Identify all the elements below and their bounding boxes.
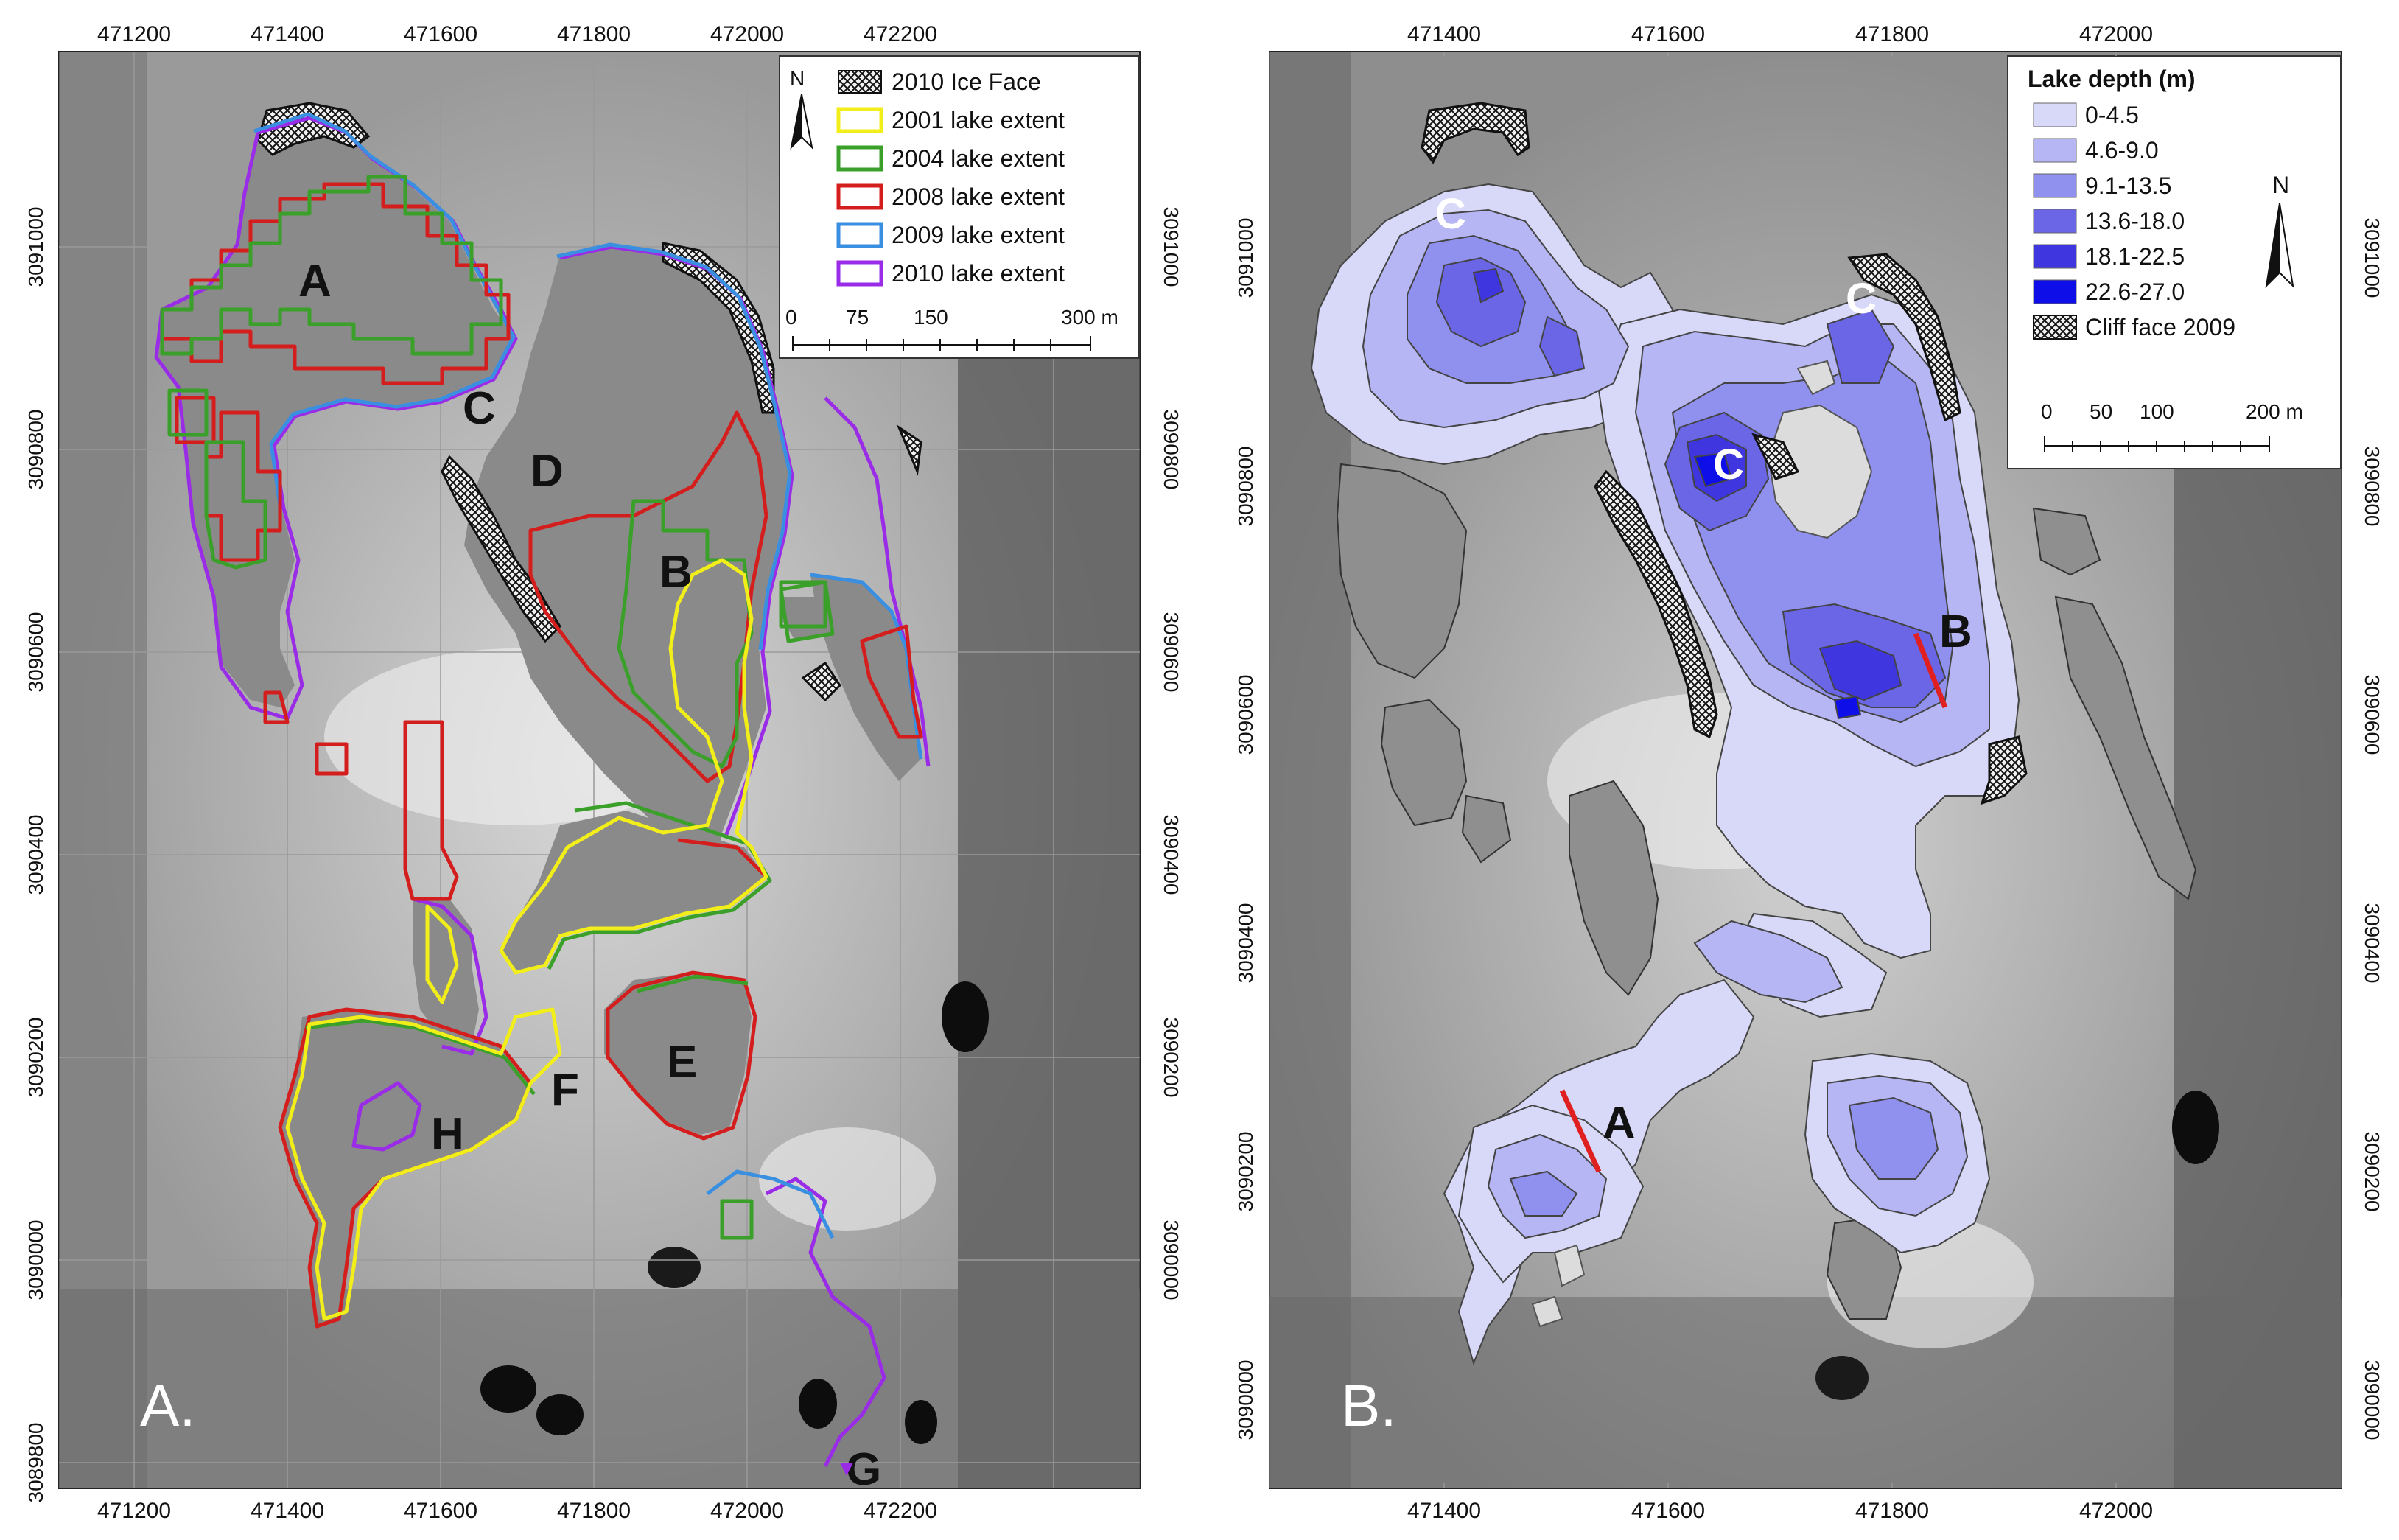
panel-b: C C C B A B. Lake depth (m) 0-4.5 4.6-9.… [1234, 22, 2384, 1523]
a-ytick-left-5: 3090000 [24, 1219, 47, 1300]
area-label-d: D [530, 446, 564, 497]
area-label-c: C [463, 383, 496, 434]
b-xtick-top-1: 471600 [1631, 22, 1705, 46]
a-xtick-bot-5: 472200 [864, 1499, 937, 1523]
legend-a-0: 2010 Ice Face [892, 69, 1041, 95]
a-xtick-top-5: 472200 [864, 22, 937, 46]
scale-b-3: 200 m [2246, 400, 2303, 423]
b-ytick-left-5: 3090000 [1234, 1359, 1257, 1440]
b-xtick-top-3: 472000 [2079, 22, 2153, 46]
scale-a-0: 0 [785, 306, 797, 329]
b-xtick-bot-1: 471600 [1631, 1499, 1705, 1523]
area-label-h: H [431, 1109, 464, 1160]
b-ytick-left-0: 3091000 [1234, 217, 1257, 298]
cliff-label-c-1: C [1435, 190, 1466, 238]
a-ytick-left-3: 3090400 [24, 814, 47, 895]
cliff-label-c-3: C [1713, 441, 1744, 489]
a-ytick-right-4: 3090200 [1160, 1017, 1183, 1097]
b-ytick-left-1: 3090800 [1234, 446, 1257, 526]
legend-b-0: 0-4.5 [2085, 102, 2139, 128]
b-xtick-bot-3: 472000 [2079, 1499, 2153, 1523]
panel-b-scale-bar [2044, 436, 2270, 452]
a-ytick-left-0: 3091000 [24, 206, 47, 287]
area-label-a: A [298, 256, 332, 307]
a-xtick-top-1: 471400 [251, 22, 324, 46]
legend-b-3: 13.6-18.0 [2085, 208, 2185, 234]
transect-a-line [1559, 1089, 1602, 1173]
a-ytick-right-0: 3091000 [1160, 206, 1183, 287]
a-xtick-top-2: 471600 [404, 22, 477, 46]
a-ytick-left-6: 3089800 [24, 1422, 47, 1502]
area-label-b: B [659, 547, 693, 598]
panel-a-label: A. [140, 1373, 196, 1438]
a-xtick-bot-2: 471600 [404, 1499, 477, 1523]
legend-b-1: 4.6-9.0 [2085, 137, 2159, 164]
transect-label-a: A [1603, 1098, 1636, 1149]
scale-b-0: 0 [2041, 400, 2053, 423]
north-arrow-icon: N [790, 67, 813, 150]
transect-label-b: B [1939, 606, 1972, 657]
b-xtick-top-0: 471400 [1407, 22, 1481, 46]
legend-b-title: Lake depth (m) [2028, 66, 2196, 92]
b-ytick-right-2: 3090600 [2361, 674, 2384, 755]
b-ytick-right-4: 3090200 [2361, 1131, 2384, 1211]
legend-b-2: 9.1-13.5 [2085, 172, 2171, 199]
scale-b-2: 100 [2140, 400, 2174, 423]
area-label-f: F [551, 1065, 579, 1116]
legend-a-2: 2004 lake extent [892, 145, 1065, 172]
a-xtick-bot-1: 471400 [251, 1499, 324, 1523]
b-ytick-left-4: 3090200 [1234, 1131, 1257, 1211]
a-xtick-bot-4: 472000 [710, 1499, 784, 1523]
a-ytick-right-3: 3090400 [1160, 814, 1183, 895]
b-ytick-right-0: 3091000 [2361, 217, 2384, 298]
g-arrow-icon [840, 1463, 853, 1476]
panel-a-legend: N 2010 Ice Face 2001 lake extent 2004 la… [779, 55, 1140, 359]
a-xtick-bot-0: 471200 [97, 1499, 171, 1523]
area-label-e: E [667, 1037, 697, 1088]
area-label-g: G [846, 1444, 881, 1495]
b-ytick-right-1: 3090800 [2361, 446, 2384, 526]
b-ytick-right-3: 3090400 [2361, 903, 2384, 983]
scale-a-3: 300 m [1061, 306, 1118, 329]
b-ytick-left-3: 3090400 [1234, 903, 1257, 983]
a-ytick-left-4: 3090200 [24, 1017, 47, 1097]
panel-b-legend: Lake depth (m) 0-4.5 4.6-9.0 9.1-13.5 13… [2007, 55, 2342, 469]
north-arrow-icon-b: N [2265, 172, 2294, 288]
panel-b-label: B. [1341, 1373, 1397, 1438]
a-xtick-top-4: 472000 [710, 22, 784, 46]
b-xtick-bot-0: 471400 [1407, 1499, 1481, 1523]
a-ytick-left-2: 3090600 [24, 612, 47, 692]
b-ytick-right-5: 3090000 [2361, 1359, 2384, 1440]
legend-b-4: 18.1-22.5 [2085, 243, 2185, 270]
north-label: N [790, 67, 805, 90]
scale-a-1: 75 [846, 306, 869, 329]
a-xtick-top-3: 471800 [557, 22, 631, 46]
panel-a-scale-bar [792, 336, 1091, 351]
b-xtick-bot-2: 471800 [1855, 1499, 1929, 1523]
scale-b-1: 50 [2090, 400, 2112, 423]
legend-a-3: 2008 lake extent [892, 183, 1065, 210]
legend-a-5: 2010 lake extent [892, 260, 1065, 287]
a-ytick-right-2: 3090600 [1160, 612, 1183, 692]
legend-a-1: 2001 lake extent [892, 107, 1065, 133]
a-xtick-top-0: 471200 [97, 22, 171, 46]
scale-a-2: 150 [914, 306, 948, 329]
a-ytick-right-5: 3090000 [1160, 1219, 1183, 1300]
legend-a-4: 2009 lake extent [892, 222, 1065, 248]
panel-a: A B C D E F G H A. N 2010 Ice Face [24, 22, 1183, 1523]
transect-b-line [1913, 632, 1948, 709]
a-ytick-right-1: 3090800 [1160, 409, 1183, 489]
cliff-label-c-2: C [1846, 275, 1877, 323]
legend-b-6: Cliff face 2009 [2085, 314, 2235, 340]
a-ytick-left-1: 3090800 [24, 409, 47, 489]
b-xtick-top-2: 471800 [1855, 22, 1929, 46]
b-ytick-left-2: 3090600 [1234, 674, 1257, 755]
legend-b-5: 22.6-27.0 [2085, 279, 2185, 305]
north-label-b: N [2272, 172, 2289, 198]
a-xtick-bot-3: 471800 [557, 1499, 631, 1523]
